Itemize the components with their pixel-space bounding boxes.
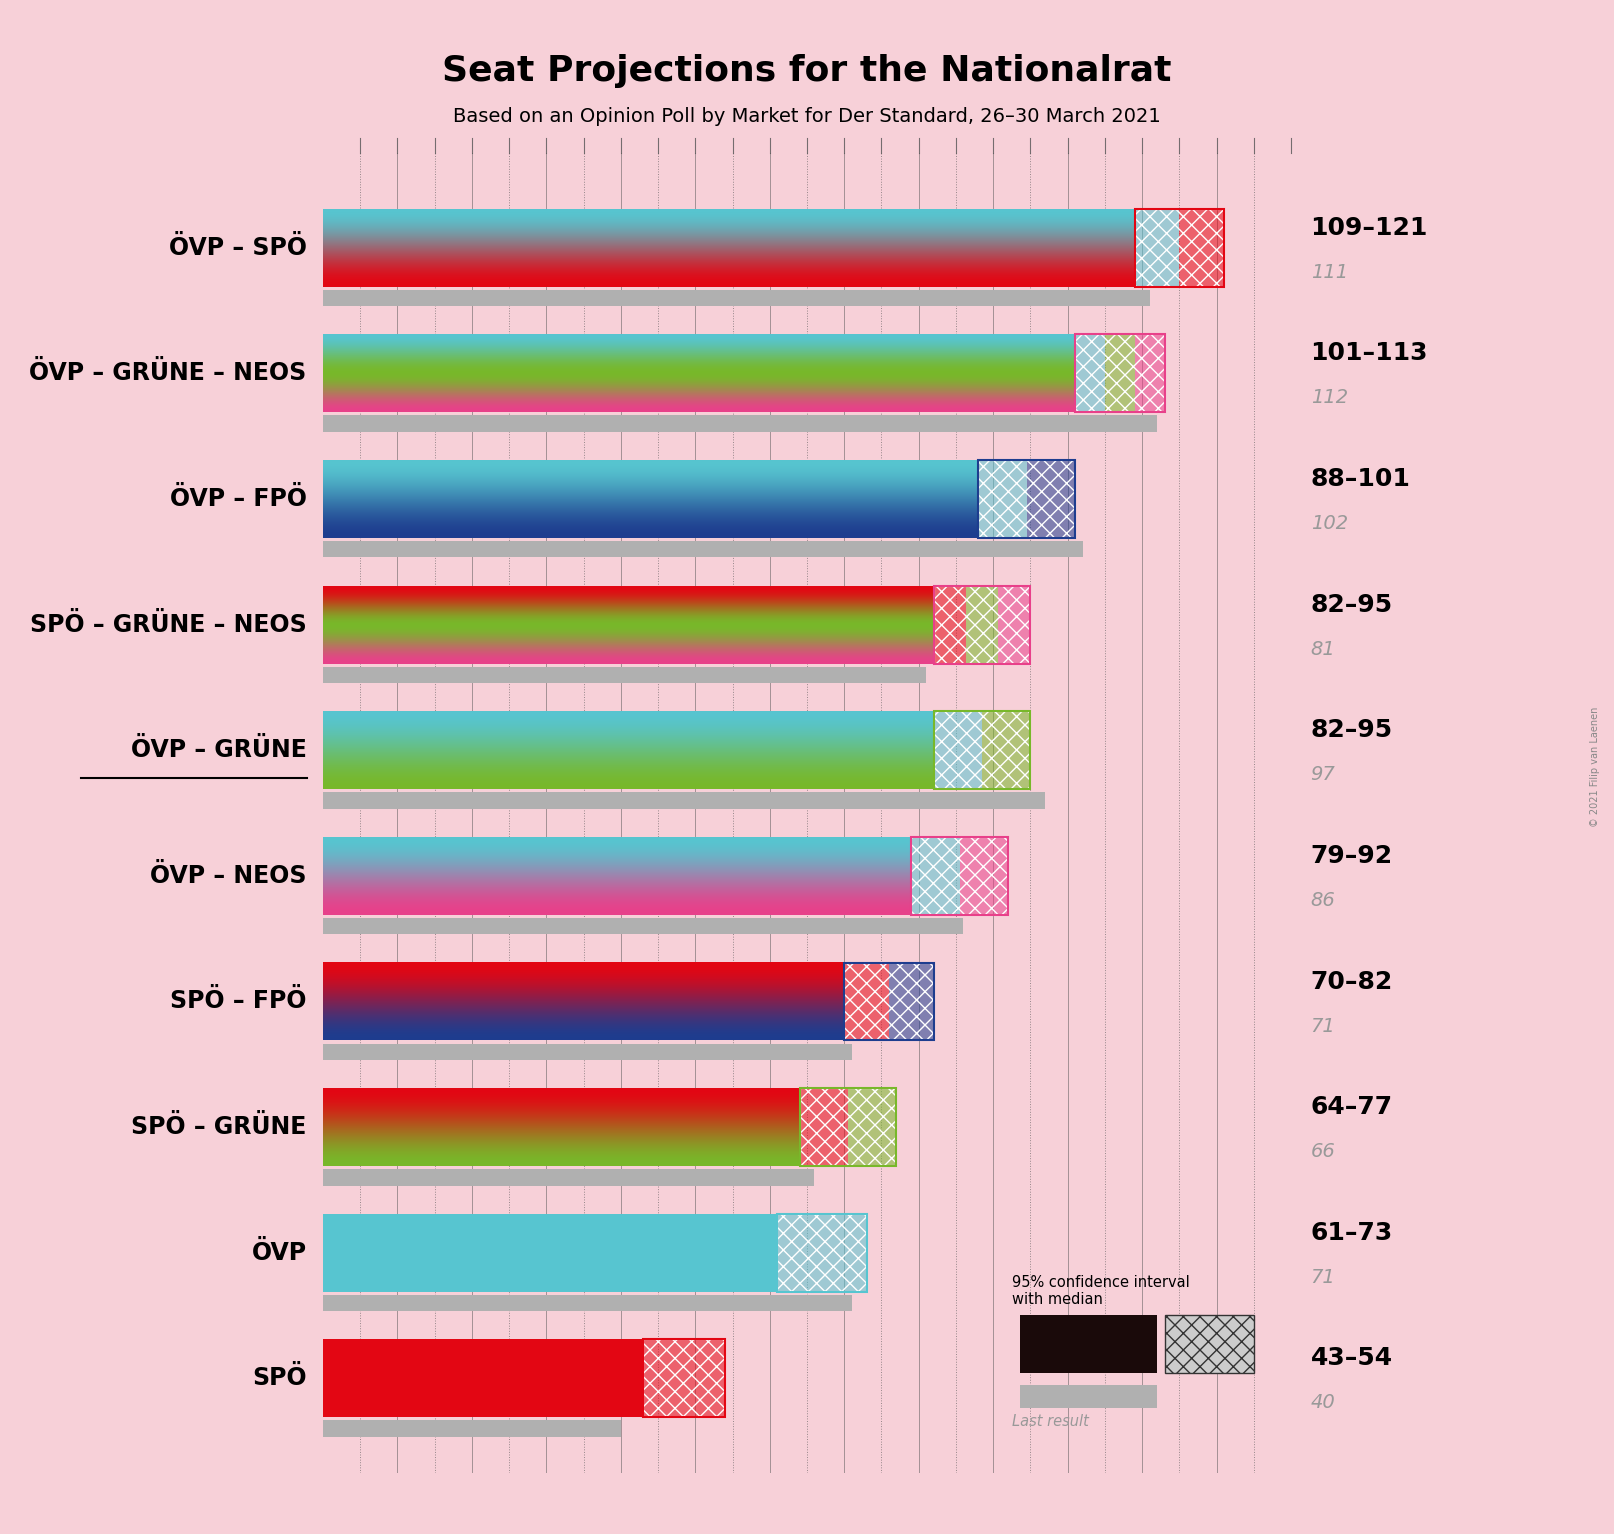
Text: ÖVP – FPÖ: ÖVP – FPÖ (169, 486, 307, 511)
Bar (778, 1213, 867, 1292)
Bar (997, 586, 1030, 664)
Bar (912, 838, 1009, 914)
Bar (778, 1213, 867, 1292)
Bar (1106, 334, 1135, 413)
Text: 82–95: 82–95 (1311, 718, 1393, 742)
Bar (965, 586, 997, 664)
Bar (933, 712, 1030, 788)
Bar (1075, 334, 1165, 413)
Text: Last result: Last result (1012, 1414, 1089, 1430)
Bar (1135, 209, 1180, 287)
Bar (912, 838, 960, 914)
Bar (933, 586, 1030, 664)
Text: SPÖ – GRÜNE: SPÖ – GRÜNE (131, 1115, 307, 1140)
Text: ÖVP – NEOS: ÖVP – NEOS (150, 864, 307, 888)
Bar (642, 1339, 725, 1417)
Bar (323, 917, 964, 934)
Bar (978, 460, 1075, 538)
Bar (1135, 209, 1223, 287)
Bar (323, 1295, 852, 1312)
Bar (778, 1213, 867, 1292)
Bar (323, 542, 1083, 557)
Bar (323, 667, 926, 683)
Bar (978, 460, 1027, 538)
Text: 66: 66 (1311, 1143, 1335, 1161)
Bar (1180, 209, 1223, 287)
Text: 40: 40 (1311, 1393, 1335, 1413)
Text: 79–92: 79–92 (1311, 844, 1393, 868)
Text: ÖVP – SPÖ: ÖVP – SPÖ (168, 236, 307, 259)
Bar (889, 962, 933, 1040)
Bar (323, 1213, 778, 1292)
Bar (323, 792, 1046, 808)
Text: SPÖ: SPÖ (252, 1367, 307, 1390)
Text: 86: 86 (1311, 891, 1335, 910)
Bar (844, 962, 933, 1040)
Text: ÖVP – GRÜNE: ÖVP – GRÜNE (131, 738, 307, 762)
Bar (960, 838, 1009, 914)
Text: Seat Projections for the Nationalrat: Seat Projections for the Nationalrat (442, 54, 1172, 87)
Text: 61–73: 61–73 (1311, 1221, 1393, 1244)
Text: SPÖ – GRÜNE – NEOS: SPÖ – GRÜNE – NEOS (31, 612, 307, 637)
Bar (1135, 334, 1165, 413)
Bar (1027, 460, 1075, 538)
Bar (933, 712, 1030, 788)
Text: 101–113: 101–113 (1311, 342, 1428, 365)
Bar (1075, 334, 1106, 413)
Bar (847, 1088, 896, 1166)
Bar (933, 712, 981, 788)
Bar (642, 1339, 725, 1417)
Text: © 2021 Filip van Laenen: © 2021 Filip van Laenen (1590, 707, 1599, 827)
Text: 109–121: 109–121 (1311, 216, 1428, 239)
Text: 71: 71 (1311, 1017, 1335, 1035)
Bar (978, 460, 1075, 538)
Text: 97: 97 (1311, 765, 1335, 784)
Text: ÖVP – GRÜNE – NEOS: ÖVP – GRÜNE – NEOS (29, 362, 307, 385)
Bar (1135, 209, 1223, 287)
Text: 43–54: 43–54 (1311, 1347, 1393, 1370)
Text: 71: 71 (1311, 1267, 1335, 1287)
Bar (799, 1088, 847, 1166)
Text: 102: 102 (1311, 514, 1348, 532)
Bar (1075, 334, 1165, 413)
Bar (799, 1088, 896, 1166)
Bar (323, 1169, 815, 1186)
Bar (933, 586, 1030, 664)
Bar (844, 962, 933, 1040)
Bar (323, 1043, 852, 1060)
Bar (323, 416, 1157, 431)
Bar (323, 290, 1149, 307)
Bar (844, 962, 889, 1040)
Text: 88–101: 88–101 (1311, 466, 1411, 491)
Bar (642, 1339, 725, 1417)
Text: ÖVP: ÖVP (252, 1241, 307, 1264)
Bar (323, 1339, 642, 1417)
Bar (799, 1088, 896, 1166)
Bar (933, 586, 965, 664)
Text: 64–77: 64–77 (1311, 1095, 1393, 1120)
Bar (912, 838, 1009, 914)
Text: 81: 81 (1311, 640, 1335, 658)
Text: SPÖ – FPÖ: SPÖ – FPÖ (169, 989, 307, 1014)
Text: 82–95: 82–95 (1311, 592, 1393, 617)
Text: 111: 111 (1311, 262, 1348, 282)
Text: 70–82: 70–82 (1311, 969, 1393, 994)
Text: Based on an Opinion Poll by Market for Der Standard, 26–30 March 2021: Based on an Opinion Poll by Market for D… (454, 107, 1160, 126)
Text: 95% confidence interval
with median: 95% confidence interval with median (1012, 1275, 1190, 1307)
Text: 112: 112 (1311, 388, 1348, 408)
Bar (323, 1420, 621, 1437)
Bar (981, 712, 1030, 788)
